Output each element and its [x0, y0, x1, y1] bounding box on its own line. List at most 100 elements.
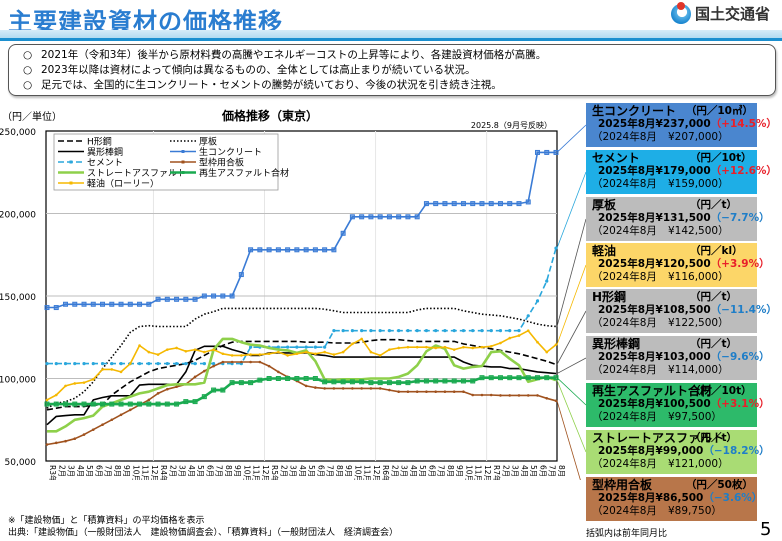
x-tick-label: 3月: [178, 465, 187, 477]
x-tick-label: 7月: [437, 465, 446, 477]
data-point: [201, 293, 207, 299]
data-point: [146, 301, 152, 307]
x-tick-label: R5年1月: [270, 465, 280, 480]
data-point: [101, 423, 104, 427]
data-point: [536, 394, 539, 397]
data-point: [229, 380, 235, 386]
x-tick-label: 10月: [464, 465, 473, 480]
previous-period: （2024年8月: [592, 271, 657, 283]
data-point: [183, 399, 189, 405]
data-point: [378, 329, 382, 333]
data-point: [516, 375, 522, 381]
data-point: [295, 345, 299, 349]
data-point: [359, 379, 365, 385]
data-point: [275, 376, 281, 381]
chart-title: 価格推移（東京）: [221, 108, 318, 123]
previous-period: （2024年8月: [592, 364, 657, 376]
data-point: [44, 401, 50, 407]
x-tick-label: 11月: [363, 465, 372, 480]
data-point: [507, 375, 513, 381]
x-tick-label: 5月: [196, 465, 205, 477]
previous-price: ¥97,500）: [668, 411, 722, 423]
unit-label: （円／kl）: [690, 245, 743, 257]
data-point: [312, 376, 318, 381]
data-point: [443, 329, 447, 333]
data-point: [63, 362, 68, 366]
data-point: [110, 368, 114, 371]
callout-box: 厚板 （円／t） 2025年8月 ¥131,500 （−7.7%） （2024年8月 ¥14…: [586, 197, 770, 241]
x-tick-label: 2月: [168, 465, 177, 477]
unit-label: （円／50枚）: [685, 479, 753, 491]
data-point: [100, 401, 106, 407]
data-point: [286, 345, 290, 349]
legend-label: 型枠用合板: [199, 157, 244, 169]
summary-item: ○ 2023年以降は資材によって傾向は異なるものの、全体としては高止まりが続いてい…: [23, 63, 775, 78]
data-point: [424, 329, 429, 333]
data-point: [452, 390, 456, 394]
data-point: [91, 428, 95, 431]
x-tick-label: 7月: [548, 465, 557, 477]
unit-label: （円／t）: [690, 199, 738, 211]
data-point: [516, 201, 522, 207]
data-point: [90, 301, 96, 307]
unit-label: （円／10㎥）: [685, 105, 753, 117]
legend-label: 生コンクリート: [199, 146, 262, 158]
current-price: ¥108,500: [655, 304, 711, 316]
data-point: [341, 387, 345, 390]
data-point: [119, 362, 123, 366]
data-point: [147, 398, 151, 402]
data-point: [452, 329, 456, 333]
data-point: [406, 345, 410, 349]
data-point: [164, 401, 170, 407]
data-point: [360, 387, 363, 390]
unit-label: （円／10t）: [690, 152, 752, 164]
x-tick-label: 7月: [215, 465, 224, 477]
data-point: [434, 390, 437, 394]
x-tick-label: 2月: [279, 465, 288, 477]
series-line: [46, 329, 557, 401]
bullet-icon: ○: [23, 64, 33, 76]
previous-price: ¥122,500）: [668, 317, 729, 329]
current-period: 2025年8月: [598, 212, 656, 224]
data-point: [212, 348, 215, 351]
material-name: 軽油: [592, 244, 617, 258]
data-point: [248, 247, 254, 253]
callout-arrow: [556, 124, 587, 153]
data-point: [238, 272, 244, 278]
previous-price: ¥121,000）: [668, 458, 729, 470]
data-point: [238, 380, 244, 386]
data-point: [397, 346, 400, 350]
data-point: [323, 345, 327, 349]
unit-label: （円／10t）: [690, 385, 752, 397]
x-tick-label: 12月: [483, 465, 492, 480]
data-point: [544, 375, 550, 381]
data-point: [156, 353, 160, 356]
data-point: [82, 381, 86, 384]
x-tick-label: 5月: [529, 465, 538, 477]
callout-arrow: [556, 171, 587, 249]
yoy-change: （+14.5%）: [710, 118, 777, 130]
current-price: ¥100,500: [655, 398, 711, 410]
data-point: [202, 362, 206, 366]
x-tick-label: 2月: [501, 465, 510, 477]
data-point: [480, 345, 484, 349]
data-point: [489, 393, 493, 397]
data-point: [45, 362, 49, 366]
callout-box: 型枠用合板 （円／50枚） 2025年8月 ¥86,500 （−3.6%） （2024年8…: [586, 477, 762, 521]
data-point: [433, 201, 439, 207]
data-point: [63, 301, 69, 307]
x-tick-label: 4月: [187, 465, 196, 477]
legend-label: 厚板: [199, 136, 217, 148]
data-point: [536, 340, 539, 344]
legend-marker: [181, 150, 185, 153]
y-axis-unit-label: （円／単位）: [2, 110, 62, 123]
unit-label: （円／t）: [690, 432, 738, 444]
title-underline: [0, 38, 782, 41]
data-point: [137, 301, 143, 307]
bullet-icon: ○: [23, 49, 33, 61]
data-point: [461, 329, 466, 333]
data-point: [100, 301, 106, 307]
callout-box: ストレートアスファルト （円／t） 2025年8月 ¥99,000 （−18.2%） （2…: [586, 430, 770, 474]
x-tick-label: 5月: [307, 465, 316, 477]
data-point: [304, 384, 308, 388]
